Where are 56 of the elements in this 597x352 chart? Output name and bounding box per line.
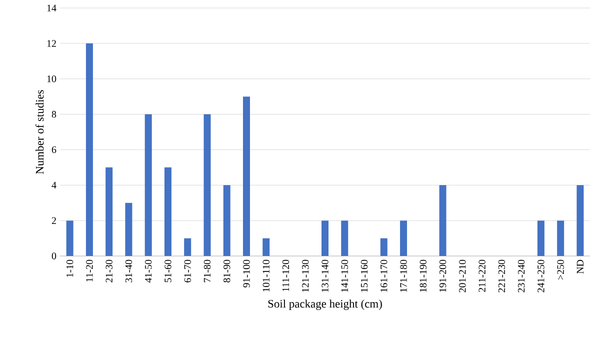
- x-tick-label: 121-130: [302, 260, 309, 292]
- bar: [223, 185, 230, 256]
- x-tick-label: 111-120: [282, 260, 290, 292]
- bar: [400, 220, 408, 256]
- bar: [184, 238, 192, 256]
- y-tick-label: 4: [52, 182, 56, 188]
- x-tick-label: 211-220: [478, 260, 486, 292]
- y-tick-label: 2: [52, 217, 56, 224]
- bar: [439, 185, 446, 256]
- x-tick-label: 61-70: [184, 260, 191, 282]
- x-tick-label: 151-160: [360, 260, 368, 292]
- bar: [164, 167, 172, 256]
- x-tick-label: 51-60: [164, 260, 172, 282]
- bar: [242, 96, 250, 256]
- bar: [125, 202, 132, 256]
- x-tick-label: 81-90: [223, 260, 230, 282]
- y-tick-label: 8: [52, 110, 56, 118]
- bar: [380, 238, 388, 256]
- bar: [341, 220, 348, 256]
- x-tick-label: 31-40: [125, 260, 132, 282]
- x-axis-title: Soil package height (cm): [268, 300, 382, 310]
- y-tick-label: 10: [47, 75, 56, 82]
- x-tick-label: 161-170: [380, 260, 388, 292]
- x-tick-label: 171-180: [400, 260, 407, 292]
- x-tick-label: 221-230: [498, 260, 506, 292]
- y-axis-title: Number of studies: [35, 90, 44, 174]
- x-tick-label: 181-190: [420, 260, 427, 292]
- x-tick-label: 21-30: [106, 260, 112, 282]
- x-tick-label: 91-100: [243, 260, 250, 288]
- bar: [106, 167, 113, 256]
- x-tick-label: 101-110: [262, 260, 270, 292]
- bar: [66, 220, 74, 256]
- y-tick-label: 12: [47, 40, 56, 47]
- y-tick-label: 14: [47, 4, 56, 12]
- x-tick-label: 241-250: [538, 260, 544, 292]
- y-tick-label: 6: [52, 146, 56, 154]
- bar: [557, 220, 564, 256]
- bar: [144, 114, 152, 256]
- bar: [322, 220, 329, 256]
- x-tick-label: ND: [576, 260, 584, 274]
- bar: [576, 185, 584, 256]
- x-tick-label: 141-150: [341, 260, 348, 292]
- x-tick-label: 231-240: [518, 260, 525, 292]
- bar: [537, 220, 544, 256]
- x-tick-label: >250: [557, 260, 564, 280]
- x-tick-label: 1-10: [66, 260, 74, 277]
- x-tick-label: 71-80: [204, 260, 211, 282]
- x-tick-label: 201-210: [459, 260, 466, 292]
- x-tick-label: 41-50: [144, 260, 152, 283]
- bar: [204, 114, 211, 256]
- x-tick-label: 11-20: [86, 260, 93, 282]
- y-tick-label: 0: [52, 252, 56, 260]
- bar: [86, 43, 93, 256]
- x-tick-label: 131-140: [322, 260, 328, 292]
- x-tick-label: 191-200: [439, 260, 446, 292]
- bar: [262, 238, 270, 256]
